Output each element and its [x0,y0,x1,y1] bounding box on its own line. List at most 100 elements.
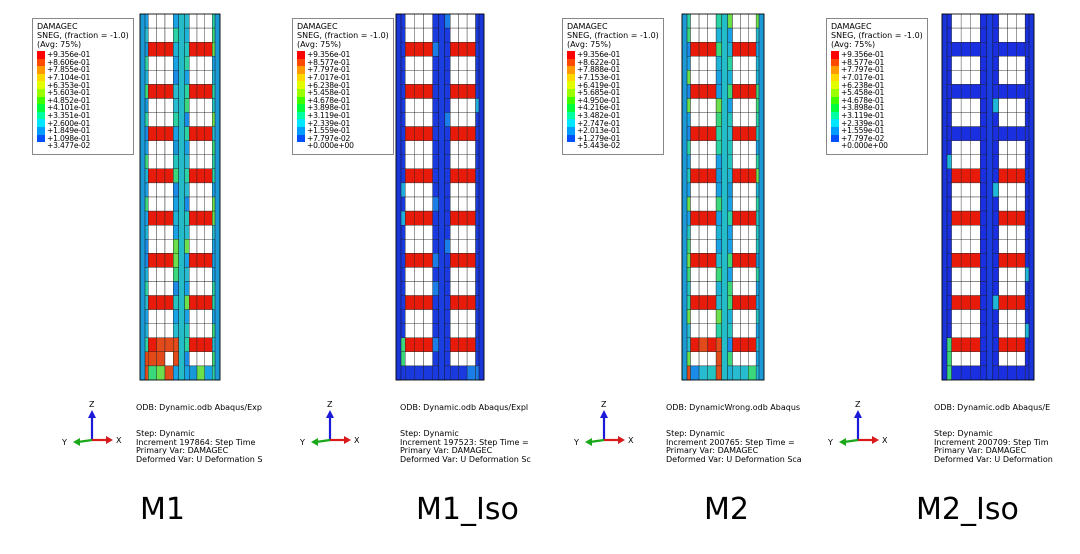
legend-swatch [37,88,45,97]
legend-value: +9.356e-01 [577,50,621,60]
increment-line: Increment 197523: Step Time = [400,437,529,447]
legend-level: +3.119e-01 [831,111,923,120]
legend-level: +4.678e-01 [297,96,389,105]
legend-value: +0.000e+00 [841,141,888,151]
legend-level: +7.797e-01 [297,65,389,75]
contour-legend: DAMAGEC SNEG, (fraction = -1.0) (Avg: 75%)… [562,18,664,155]
legend-level: +3.898e-01 [297,103,389,112]
legend-level: +8.606e-01 [37,58,129,67]
legend-value: +8.622e-01 [577,57,621,67]
axis-triad: Z X Y [299,400,360,447]
legend-level: +9.356e-01 [567,50,659,60]
legend-value: +6.353e-01 [47,80,91,90]
legend-header-line: (Avg: 75%) [297,40,342,49]
legend-level: +4.950e-01 [567,95,659,105]
panel-title: M2_Iso [916,492,1019,527]
legend-swatch [567,51,575,59]
legend-value: +2.013e-01 [577,126,621,136]
legend-value: +5.458e-01 [841,88,885,98]
panel-m2: Z X Y DAMAGEC SNEG, (fraction = -1.0) (Avg: 7… [532,0,802,554]
legend-level: +6.419e-01 [567,80,659,90]
legend-level: +3.119e-01 [297,111,389,121]
legend-value: +8.577e-01 [307,57,351,67]
legend-header-line: SNEG, (fraction = -1.0) [831,31,923,40]
legend-swatch [567,104,575,112]
legend-swatch [37,126,45,135]
legend-header-line: DAMAGEC [831,22,872,31]
contour-legend: DAMAGEC SNEG, (fraction = -1.0) (Avg: 75%)… [292,18,394,155]
legend-value: +4.678e-01 [841,95,885,105]
axis-z-label: Z [855,400,861,409]
legend-header-line: SNEG, (fraction = -1.0) [37,31,129,40]
odb-info-block: ODB: Dynamic.odb Abaqus/Exp Step: Dynamic… [136,404,270,464]
legend-swatch [831,88,839,97]
increment-line: Increment 200709: Step Tim [934,437,1049,447]
legend-value: +7.797e-01 [841,65,885,75]
contour-plot: Z X Y [61,13,221,447]
panel-title: M2 [704,492,749,527]
contour-plot: Z X Y [573,13,765,447]
legend-swatch [831,111,839,120]
step-line: Step: Dynamic [136,429,195,439]
legend-level: +9.356e-01 [37,50,129,60]
legend-swatch [831,73,839,82]
axis-z-label: Z [601,400,607,409]
legend-level: +4.101e-01 [37,103,129,112]
primary-var-line: Primary Var: DAMAGEC [666,446,759,456]
tower-model [941,13,1035,381]
increment-line: Increment 200765: Step Time = [666,437,795,447]
axis-y-label: Y [299,438,305,447]
legend-value: +4.216e-01 [577,103,621,113]
legend-swatch [37,66,45,74]
legend-level: +2.600e-01 [37,119,129,128]
legend-value: +3.119e-01 [307,111,351,121]
axis-x-label: X [628,436,634,445]
legend-value: +7.104e-01 [47,73,91,83]
legend-value: +5.685e-01 [577,88,621,98]
legend-value: +8.577e-01 [841,57,885,67]
legend-value: +1.559e-01 [841,126,885,136]
legend-value: +7.888e-01 [577,65,621,75]
panel-m1-iso: Z X Y DAMAGEC SNEG, (fraction = -1.0) (Avg: 7… [266,0,536,554]
axis-z-label: Z [89,400,95,409]
legend-swatch [567,73,575,82]
legend-value: +4.950e-01 [577,95,621,105]
legend-swatch [37,96,45,105]
contour-legend: DAMAGEC SNEG, (fraction = -1.0) (Avg: 75%)… [826,18,928,155]
legend-value: +9.356e-01 [47,50,91,60]
legend-swatch [297,134,305,143]
legend-swatch [297,111,305,120]
legend-header-line: DAMAGEC [297,22,338,31]
legend-swatch [297,119,305,127]
legend-swatch [37,134,45,143]
legend-swatch [37,73,45,82]
legend-level: +7.153e-01 [567,73,659,82]
legend-swatch [297,66,305,74]
legend-swatch [297,51,305,59]
legend-level: +5.443e-02 [567,141,659,150]
legend-value: +2.339e-01 [307,118,351,128]
legend-level: +4.216e-01 [567,103,659,113]
legend-value: +7.017e-01 [307,73,351,83]
axis-triad: Z X Y [827,400,888,447]
legend-level: +1.559e-01 [831,126,923,136]
legend-level: +7.855e-01 [37,65,129,74]
legend-swatch [831,58,839,67]
deformed-var-line: Deformed Var: U Deformation Sc [400,454,531,464]
legend-value: +6.419e-01 [577,80,621,90]
legend-level: +1.279e-01 [567,134,659,143]
contour-legend: DAMAGEC SNEG, (fraction = -1.0) (Avg: 75%)… [32,18,134,155]
legend-scale: +9.356e-01 +8.622e-01 +7.888e-01 +7.153e-01… [567,50,659,150]
tower-model [395,13,485,381]
legend-level: +8.577e-01 [831,57,923,67]
legend-swatch [37,81,45,89]
axis-x-label: X [354,436,360,445]
legend-swatch [831,104,839,112]
tower-model [681,13,765,381]
deformed-var-line: Deformed Var: U Deformation S [136,454,263,464]
legend-level: +1.098e-01 [37,134,129,143]
legend-value: +7.797e-01 [307,65,351,75]
legend-value: +9.356e-01 [841,50,885,60]
legend-value: +7.797e-02 [841,133,885,143]
odb-line: ODB: DynamicWrong.odb Abaqus [666,404,801,412]
